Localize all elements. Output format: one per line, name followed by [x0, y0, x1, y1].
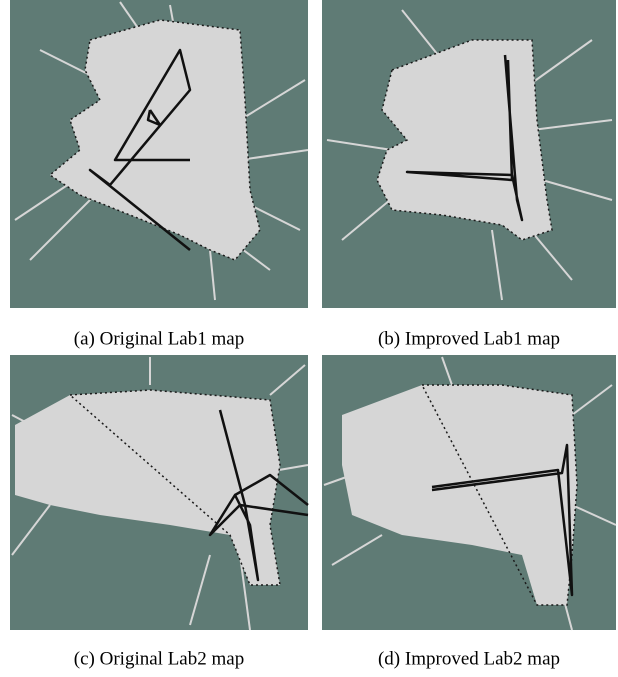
page: (a) Original Lab1 map (b) Improved Lab1 … [0, 0, 618, 677]
figure: (a) Original Lab1 map (b) Improved Lab1 … [0, 0, 618, 677]
map-panel [322, 355, 616, 630]
caption: (a) Original Lab1 map [74, 328, 244, 349]
map-panel [322, 0, 616, 308]
caption: (c) Original Lab2 map [74, 648, 244, 669]
map-panel [10, 0, 308, 308]
caption: (b) Improved Lab1 map [378, 328, 560, 349]
caption: (d) Improved Lab2 map [378, 648, 560, 669]
map-panel [10, 355, 308, 630]
